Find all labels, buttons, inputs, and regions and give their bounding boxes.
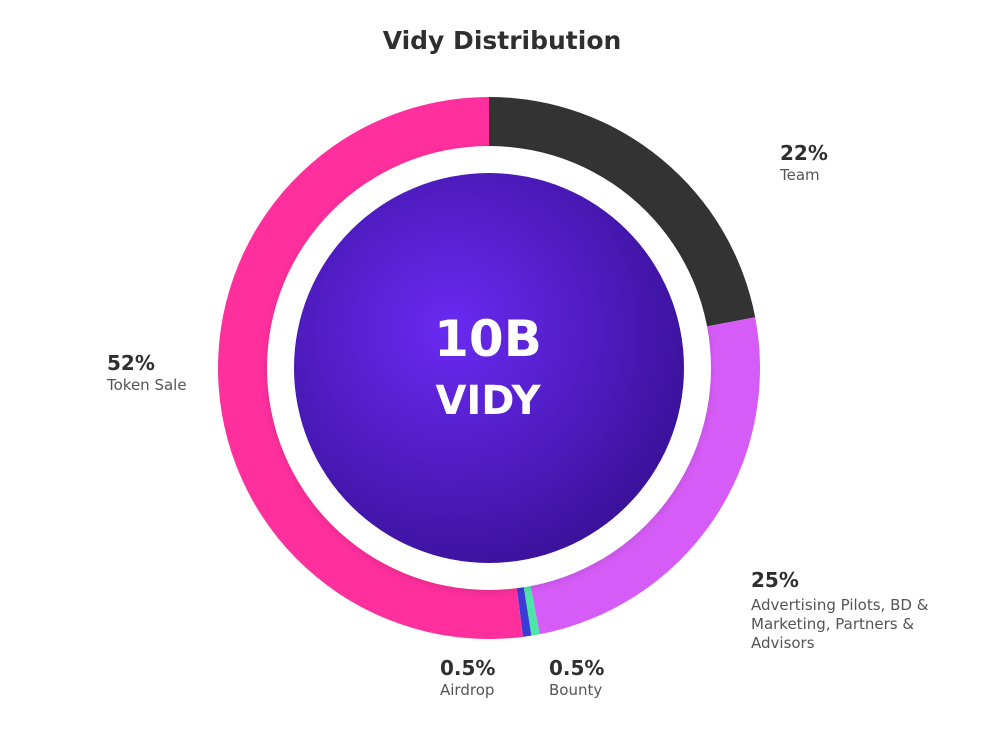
center-circle — [294, 173, 684, 563]
center-total-value: 10B — [434, 310, 542, 368]
label-token-sale: 52% Token Sale — [107, 352, 187, 395]
label-token-sale-percent: 52% — [107, 351, 155, 375]
label-airdrop-percent: 0.5% — [440, 656, 496, 680]
label-advertising-line-3: Advisors — [751, 634, 815, 652]
label-airdrop-name: Airdrop — [440, 681, 495, 699]
label-airdrop: 0.5% Airdrop — [440, 657, 495, 700]
label-advertising-line-2: Marketing, Partners & — [751, 615, 915, 633]
label-bounty: 0.5% Bounty — [549, 657, 604, 700]
label-advertising-line-1: Advertising Pilots, BD & — [751, 596, 929, 614]
center-token-name: VIDY — [435, 378, 541, 424]
label-bounty-name: Bounty — [549, 681, 603, 699]
label-advertising: 25% Advertising Pilots, BD & Marketing, … — [751, 569, 928, 653]
label-team-percent: 22% — [780, 141, 828, 165]
label-team-name: Team — [780, 166, 820, 184]
label-advertising-percent: 25% — [751, 568, 799, 592]
label-token-sale-name: Token Sale — [107, 376, 187, 394]
chart-title: Vidy Distribution — [382, 26, 622, 55]
label-bounty-percent: 0.5% — [549, 656, 605, 680]
label-team: 22% Team — [780, 142, 828, 185]
